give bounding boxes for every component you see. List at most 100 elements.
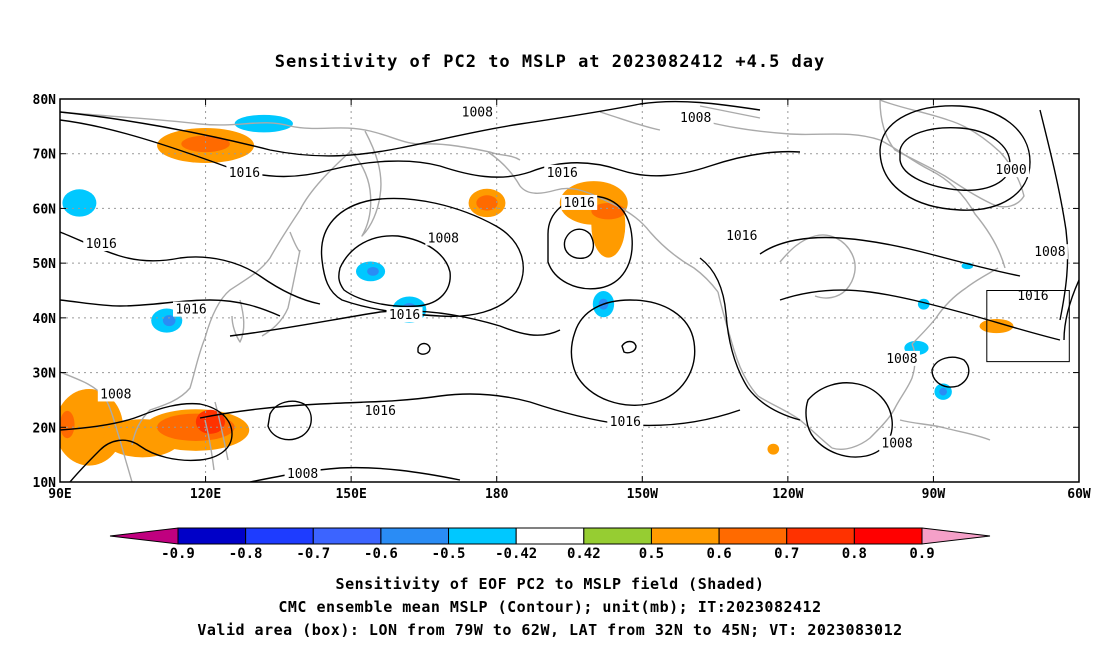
contour-label-bg: [1031, 244, 1068, 260]
colorbar-label: -0.6: [364, 546, 398, 562]
colorbar-swatch: [380, 527, 450, 545]
caption-line-3: Valid area (box): LON from 79W to 62W, L…: [197, 621, 902, 639]
contour-south-1008: [60, 402, 233, 482]
shaded-region: [234, 114, 293, 133]
contour-label: 1016: [547, 166, 578, 181]
y-tick-label: 70N: [33, 148, 57, 163]
y-tick-label: 80N: [33, 93, 57, 108]
colorbar-label: 0.7: [774, 546, 799, 562]
coastline-alaska: [487, 151, 719, 293]
contour-label-bg: [544, 164, 581, 180]
caption-line-2: CMC ensemble mean MSLP (Contour); unit(m…: [278, 598, 821, 616]
contour-label: 1016: [389, 308, 420, 323]
coastline-hudson-bay: [779, 234, 856, 299]
colorbar-label: -0.42: [495, 546, 537, 562]
contour-label-bg: [386, 307, 423, 323]
contour-south-1008-b: [249, 466, 461, 482]
contour-gulf-alaska-low: [563, 228, 595, 259]
contour-label: 1008: [428, 232, 459, 247]
contour-label-bg: [723, 227, 760, 243]
colorbar-label: -0.7: [296, 546, 330, 562]
contour-label: 1000: [995, 163, 1026, 178]
contour-label: 1008: [881, 437, 912, 452]
caption-line-1: Sensitivity of EOF PC2 to MSLP field (Sh…: [336, 575, 765, 593]
colorbar-swatch: [583, 527, 652, 545]
colorbar-swatch: [515, 527, 585, 545]
contour-label: 1008: [287, 467, 318, 482]
y-tick-label: 10N: [33, 476, 57, 491]
contour-label-bg: [425, 230, 462, 246]
shaded-region: [476, 195, 498, 211]
shaded-region: [939, 387, 948, 396]
contour-label-bg: [83, 235, 120, 251]
colorbar-swatch: [177, 527, 247, 545]
contour-label-bg: [226, 164, 263, 180]
colorbar-label: -0.5: [432, 546, 466, 562]
shaded-region: [591, 202, 626, 220]
x-tick-label: 150E: [335, 487, 366, 502]
contour-label: 1016: [229, 166, 260, 181]
chart-title: Sensitivity of PC2 to MSLP at 2023082412…: [275, 52, 826, 72]
shaded-region: [767, 443, 780, 455]
contour-label-bg: [362, 402, 399, 418]
colorbar-max-triangle: [921, 527, 991, 545]
y-tick-label: 60N: [33, 202, 57, 217]
coastline-philippines: [204, 401, 229, 471]
contour-label: 1016: [564, 196, 595, 211]
contour-label-bg: [561, 194, 598, 210]
contour-small-low: [417, 342, 431, 355]
contour-philippines-1008: [267, 400, 312, 441]
contour-label-bg: [173, 301, 210, 317]
contour-atlantic-low: [931, 356, 970, 388]
x-tick-label: 90E: [48, 487, 71, 502]
contour-label: 1016: [610, 415, 641, 430]
contour-aleutian-1008: [320, 197, 524, 318]
coastline-na-east: [911, 267, 999, 345]
colorbar-swatch: [312, 527, 382, 545]
contour-label: 1016: [86, 237, 117, 252]
contour-label: 1016: [365, 404, 396, 419]
contour-na-1008: [779, 289, 1061, 341]
x-tick-label: 150W: [627, 487, 658, 502]
contour-label: 1016: [1017, 289, 1048, 304]
contour-label: 1008: [680, 111, 711, 126]
contour-pacific-high-inner: [621, 340, 637, 354]
contour-japan-1016: [60, 299, 281, 317]
colorbar-label: 0.42: [567, 546, 601, 562]
coastline-canada-arctic: [699, 119, 1006, 269]
coastline-siberia: [60, 111, 521, 161]
contour-label-bg: [677, 110, 714, 126]
y-tick-label: 20N: [33, 421, 57, 436]
coastline-indochina: [60, 371, 133, 482]
contour-north-1008: [60, 100, 761, 157]
contour-label-bg: [97, 386, 134, 402]
contour-label-bg: [993, 162, 1030, 178]
colorbar-swatch: [786, 527, 855, 545]
x-tick-label: 60W: [1067, 487, 1091, 502]
shaded-region: [181, 135, 230, 153]
x-tick-label: 120E: [190, 487, 221, 502]
colorbar: -0.9 -0.8 -0.7 -0.6 -0.5 -0.42 0.42 0.5 0.6 0.7 0.…: [109, 527, 991, 562]
coastline-korea: [231, 299, 245, 343]
colorbar-swatch: [448, 527, 517, 545]
shaded-region: [162, 315, 176, 327]
contour-label-bg: [607, 413, 644, 429]
coastline-arctic-islands: [599, 105, 761, 131]
contour-label: 1008: [886, 352, 917, 367]
contour-label-bg: [879, 435, 916, 451]
contour-na-1016: [759, 236, 1021, 277]
contour-low-bering: [338, 235, 451, 308]
y-tick-label: 40N: [33, 312, 57, 327]
x-axis-ticks: 90E 120E 150E 180 150W 120W 90W 60W: [48, 99, 1091, 502]
x-tick-label: 180: [485, 487, 509, 502]
shaded-region: [62, 189, 97, 217]
shaded-region: [60, 410, 75, 439]
sensitivity-shading: [60, 114, 1014, 466]
coastline-caribbean: [899, 419, 991, 441]
contour-label: 1016: [175, 303, 206, 318]
contour-label-bg: [284, 465, 321, 481]
colorbar-swatch: [245, 527, 314, 545]
x-tick-label: 90W: [922, 487, 946, 502]
contour-label: 1008: [100, 387, 131, 402]
